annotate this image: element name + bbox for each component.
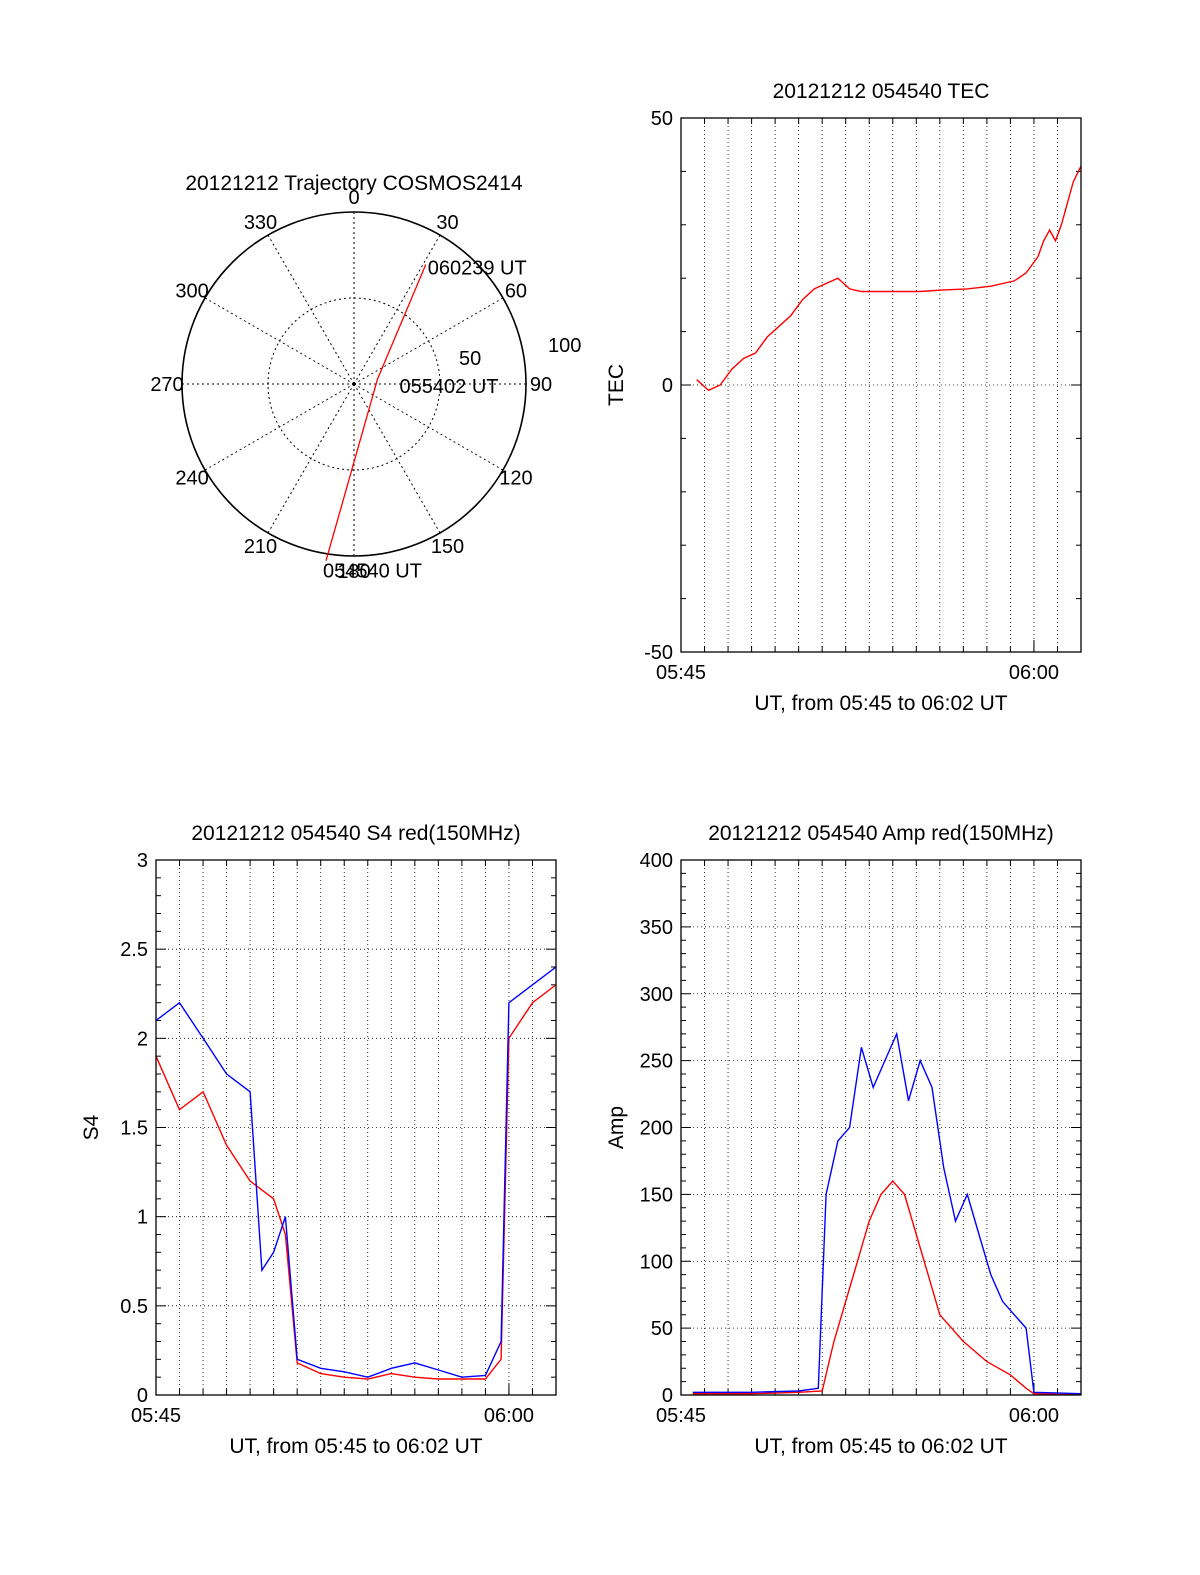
trajectory-line (326, 265, 426, 561)
y-tick-label: 0 (137, 1385, 148, 1407)
figure: 20121212 Trajectory COSMOS2414 030609012… (0, 0, 1200, 1575)
polar-azimuth-label-90: 90 (530, 374, 552, 396)
polar-spoke-150 (354, 384, 440, 533)
amp-panel: 0 50 100 150 200 250 300 350 400 05:45 06:00 201212… (605, 822, 1081, 1458)
polar-spoke-240 (205, 384, 354, 470)
plot-area (693, 1034, 1081, 1395)
y-tick-label: 3 (137, 850, 148, 872)
polar-azimuth-label-300: 300 (175, 281, 208, 303)
y-tick-label: 400 (640, 850, 673, 872)
y-tick-label: -50 (644, 642, 673, 664)
y-tick-label: 50 (651, 1318, 673, 1340)
y-tick-label: 0 (662, 375, 673, 397)
x-tick-label: 06:00 (1009, 662, 1059, 684)
y-tick-label: 200 (640, 1118, 673, 1140)
y-tick-label: 2.5 (120, 939, 148, 961)
trajectory-annotation-0: 060239 UT (428, 258, 527, 280)
polar-spoke-300 (205, 298, 354, 384)
polar-spoke-210 (268, 384, 354, 533)
polar-radius-label-100: 100 (548, 335, 581, 357)
series-line-0 (693, 1181, 1081, 1395)
y-axis-label: Amp (605, 1106, 628, 1149)
polar-azimuth-label-270: 270 (150, 374, 183, 396)
plot-area (697, 166, 1081, 390)
y-tick-label: 100 (640, 1251, 673, 1273)
y-tick-label: 2 (137, 1028, 148, 1050)
y-tick-label: 350 (640, 917, 673, 939)
polar-spoke-60 (354, 298, 503, 384)
panel-title: 20121212 054540 Amp red(150MHz) (708, 822, 1054, 845)
y-tick-label: 300 (640, 984, 673, 1006)
x-axis-label: UT, from 05:45 to 06:02 UT (229, 1435, 482, 1458)
polar-radius-label-50: 50 (459, 348, 481, 370)
polar-azimuth-label-120: 120 (499, 468, 532, 490)
tec-panel: -50 0 50 05:45 06:00 20121212 054540 TEC UT, f… (605, 80, 1081, 715)
y-tick-label: 50 (651, 108, 673, 130)
y-tick-label: 0 (662, 1385, 673, 1407)
polar-azimuth-label-150: 150 (431, 536, 464, 558)
plot-area (156, 967, 556, 1379)
s4-panel: 0 0.5 1 1.5 2 2.5 3 05:45 06:00 20121212 054540 S… (80, 822, 556, 1458)
trajectory-annotation-1: 055402 UT (400, 376, 499, 398)
polar-azimuth-label-30: 30 (436, 212, 458, 234)
y-tick-label: 150 (640, 1184, 673, 1206)
x-tick-label: 05:45 (656, 662, 706, 684)
series-line-0 (156, 985, 556, 1379)
x-tick-label: 06:00 (484, 1405, 534, 1427)
y-tick-label: 0.5 (120, 1296, 148, 1318)
x-tick-label: 06:00 (1009, 1405, 1059, 1427)
polar-azimuth-label-240: 240 (175, 468, 208, 490)
trajectory-polar-panel: 20121212 Trajectory COSMOS2414 030609012… (150, 172, 581, 583)
x-axis-label: UT, from 05:45 to 06:02 UT (754, 1435, 1007, 1458)
x-axis-label: UT, from 05:45 to 06:02 UT (754, 692, 1007, 715)
polar-azimuth-label-210: 210 (244, 536, 277, 558)
y-tick-label: 1 (137, 1207, 148, 1229)
series-line-1 (693, 1034, 1081, 1394)
y-axis-label: TEC (605, 364, 628, 406)
series-line-0 (697, 166, 1081, 390)
y-tick-label: 250 (640, 1051, 673, 1073)
panel-title: 20121212 054540 TEC (773, 80, 990, 103)
polar-azimuth-label-330: 330 (244, 212, 277, 234)
y-tick-label: 1.5 (120, 1118, 148, 1140)
y-axis-label: S4 (80, 1114, 103, 1140)
x-tick-label: 05:45 (131, 1405, 181, 1427)
x-tick-label: 05:45 (656, 1405, 706, 1427)
trajectory-annotation-2: 054540 UT (323, 561, 422, 583)
series-line-1 (156, 967, 556, 1377)
polar-spoke-330 (268, 235, 354, 384)
panel-title: 20121212 054540 S4 red(150MHz) (191, 822, 520, 845)
polar-azimuth-label-0: 0 (348, 187, 359, 209)
polar-azimuth-label-60: 60 (505, 281, 527, 303)
